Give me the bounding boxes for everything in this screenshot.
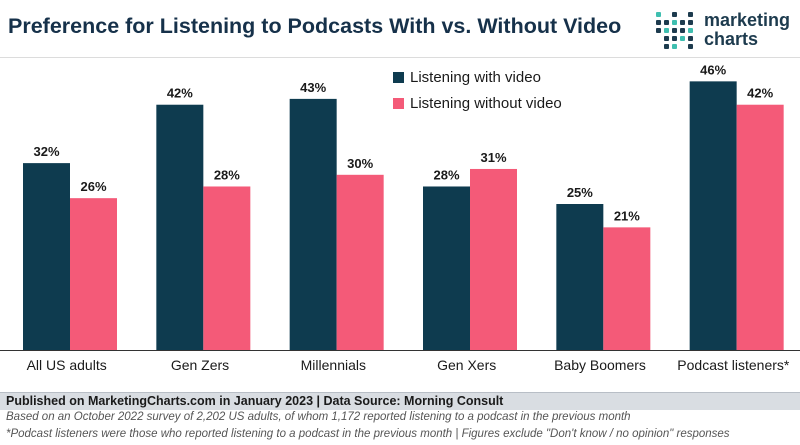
logo-dot (656, 20, 661, 25)
data-label-without-video-1: 28% (214, 167, 240, 182)
data-label-with-video-3: 28% (433, 167, 459, 182)
bar-without-video-0 (70, 198, 117, 350)
logo-dot (680, 20, 685, 25)
logo-line-1: marketing (704, 10, 791, 30)
logo-dot (688, 20, 693, 25)
data-label-with-video-2: 43% (300, 80, 326, 95)
logo-dot (664, 28, 669, 33)
logo-dot (672, 44, 677, 49)
legend: Listening with video Listening without vi… (393, 69, 562, 112)
header-divider (0, 57, 800, 58)
source-text: Published on MarketingCharts.com in Janu… (6, 394, 504, 408)
category-label-4: Baby Boomers (554, 357, 646, 373)
logo-dot (680, 28, 685, 33)
data-label-with-video-5: 46% (700, 62, 726, 77)
logo-wordmark: marketing charts (704, 11, 790, 49)
bar-with-video-1 (156, 104, 204, 350)
chart-svg: 32% 26% 42% 28% 43% 30% 28% 31% 25% 21% 46% 42% All… (0, 62, 800, 373)
logo-dot (680, 36, 685, 41)
source-bar: Published on MarketingCharts.com in Janu… (0, 392, 800, 410)
bars-group (23, 81, 784, 351)
logo-line-2: charts (704, 29, 759, 49)
bar-without-video-3 (470, 168, 517, 350)
logo-dot (688, 28, 693, 33)
logo-dot (672, 20, 677, 25)
legend-label-with-video: Listening with video (410, 69, 541, 86)
category-labels-group: All US adults Gen Zers Millennials Gen Xers… (27, 357, 790, 373)
data-label-without-video-4: 21% (614, 208, 640, 223)
bar-without-video-2 (336, 174, 384, 350)
logo-dot (672, 12, 677, 17)
legend-swatch-with-video (393, 72, 404, 83)
bar-labels-group: 32% 26% 42% 28% 43% 30% 28% 31% 25% 21% 46% 42% (33, 62, 773, 223)
data-label-without-video-0: 26% (80, 179, 106, 194)
category-label-5: Podcast listeners* (677, 357, 790, 373)
logo-dot (688, 44, 693, 49)
logo-dots-icon (656, 12, 693, 49)
bar-with-video-0 (23, 163, 70, 350)
logo-dot (656, 12, 661, 17)
data-label-with-video-4: 25% (567, 185, 593, 200)
data-label-with-video-1: 42% (167, 86, 193, 101)
bar-without-video-5 (736, 104, 784, 350)
category-label-1: Gen Zers (171, 357, 229, 373)
data-label-without-video-5: 42% (747, 86, 773, 101)
bar-without-video-4 (603, 227, 651, 350)
definition-note: *Podcast listeners were those who report… (6, 428, 730, 440)
logo-dot (664, 36, 669, 41)
data-label-without-video-3: 31% (480, 150, 506, 165)
category-label-3: Gen Xers (437, 357, 496, 373)
logo-dot (656, 28, 661, 33)
bar-with-video-2 (289, 98, 337, 350)
bar-with-video-3 (423, 186, 470, 350)
data-label-without-video-2: 30% (347, 156, 373, 171)
survey-note: Based on an October 2022 survey of 2,202… (6, 411, 631, 423)
chart-title: Preference for Listening to Podcasts Wit… (8, 14, 622, 38)
bar-with-video-4 (556, 204, 604, 350)
bar-with-video-5 (689, 81, 737, 351)
category-label-2: Millennials (301, 357, 366, 373)
logo-dot (664, 20, 669, 25)
data-label-with-video-0: 32% (33, 144, 59, 159)
logo-dot (672, 28, 677, 33)
legend-swatch-without-video (393, 98, 404, 109)
logo-dot (672, 36, 677, 41)
bar-chart: 32% 26% 42% 28% 43% 30% 28% 31% 25% 21% 46% 42% All… (0, 58, 800, 380)
logo-dot (688, 12, 693, 17)
category-label-0: All US adults (27, 357, 107, 373)
marketingcharts-logo: marketing charts (654, 10, 794, 52)
logo-dot (688, 36, 693, 41)
chart-header: Preference for Listening to Podcasts Wit… (0, 0, 800, 58)
legend-label-without-video: Listening without video (410, 95, 562, 112)
bar-without-video-1 (203, 186, 251, 350)
logo-dot (664, 44, 669, 49)
